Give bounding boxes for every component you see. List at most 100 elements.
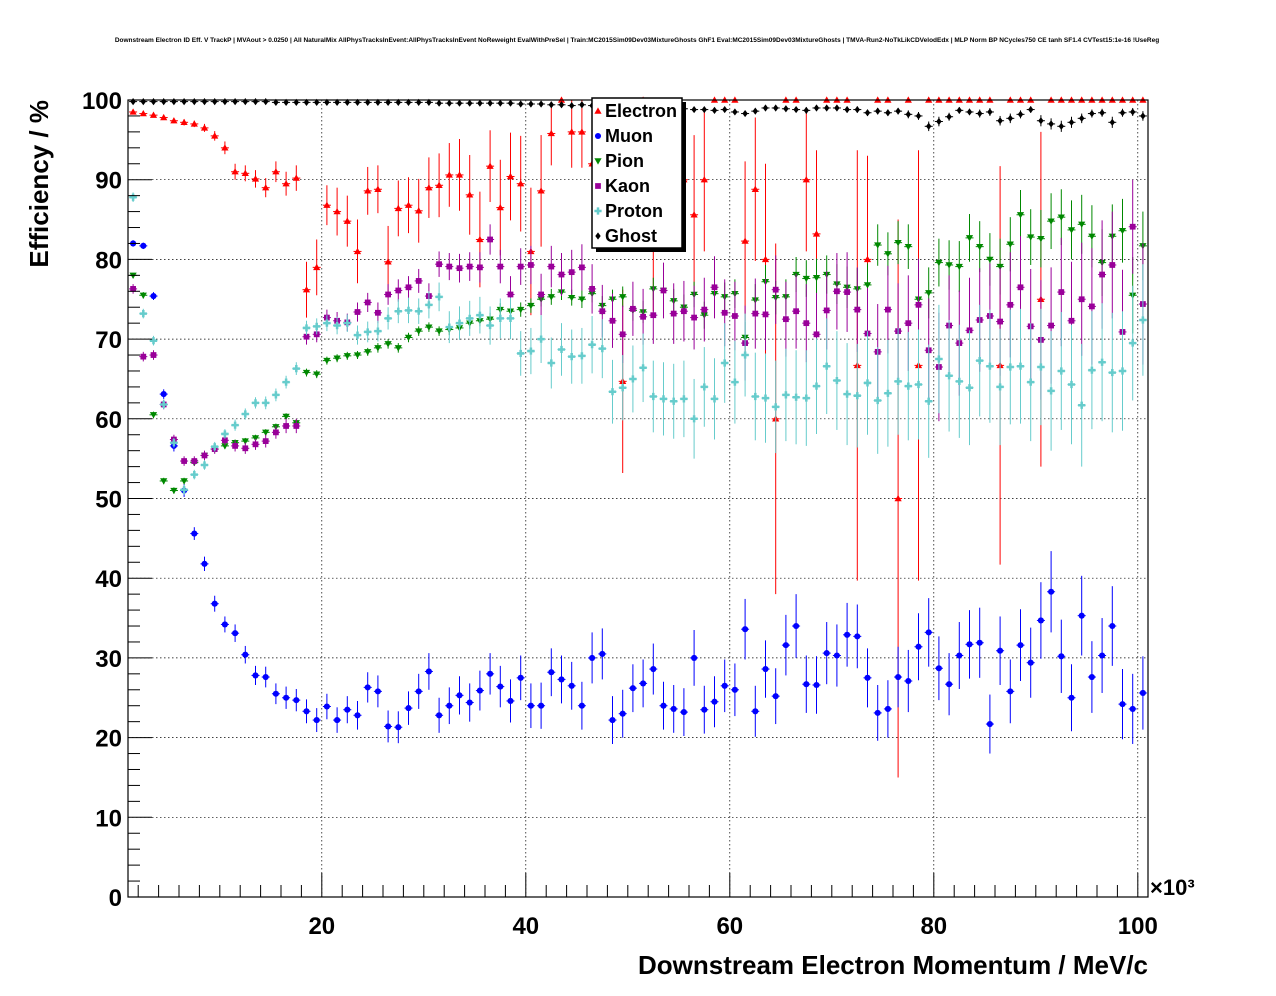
- data-point: [965, 235, 974, 242]
- data-point: [170, 487, 178, 495]
- data-point: [1007, 301, 1014, 308]
- data-point: [323, 357, 331, 365]
- data-point: [303, 708, 310, 715]
- data-point: [751, 392, 759, 401]
- data-point: [905, 677, 912, 685]
- data-point: [844, 105, 850, 114]
- data-point: [272, 168, 280, 175]
- data-point: [904, 382, 912, 390]
- data-point: [915, 112, 922, 120]
- data-point: [313, 263, 321, 271]
- data-point: [415, 307, 423, 315]
- data-point: [487, 670, 494, 677]
- data-point: [343, 353, 351, 360]
- data-point: [415, 207, 423, 214]
- data-point: [956, 652, 963, 659]
- data-point: [364, 299, 371, 306]
- data-point: [323, 319, 331, 327]
- data-point: [793, 105, 799, 114]
- data-point: [640, 313, 646, 320]
- data-point: [783, 316, 789, 323]
- data-point: [333, 321, 341, 330]
- chart-title: Downstream Electron ID Eff. V TrackP | M…: [115, 37, 1159, 44]
- data-point: [241, 410, 249, 418]
- data-point: [578, 352, 586, 360]
- data-point: [222, 97, 228, 106]
- data-point: [139, 109, 147, 117]
- data-point: [517, 263, 524, 270]
- proton-series: [129, 192, 1147, 495]
- data-point: [313, 322, 321, 330]
- data-point: [955, 377, 963, 385]
- data-point: [466, 699, 473, 706]
- legend-label-muon: Muon: [605, 126, 653, 146]
- data-point: [517, 674, 524, 681]
- data-point: [558, 101, 565, 109]
- data-point: [221, 144, 229, 151]
- data-point: [710, 395, 719, 403]
- data-point: [1058, 122, 1064, 130]
- legend-entries: Electron Muon Pion Kaon Proton Ghost: [594, 101, 677, 246]
- data-point: [792, 393, 800, 401]
- data-point: [863, 255, 872, 263]
- data-point: [680, 395, 688, 403]
- data-point: [1006, 363, 1014, 371]
- data-point: [782, 642, 789, 649]
- data-point: [445, 323, 453, 331]
- data-point: [466, 314, 474, 322]
- muon-series: [129, 240, 1147, 754]
- data-point: [262, 673, 269, 681]
- data-point: [180, 478, 188, 485]
- x-tick-label: 40: [512, 913, 539, 940]
- data-point: [222, 437, 228, 444]
- data-point: [477, 99, 483, 107]
- data-point: [404, 334, 413, 342]
- data-point: [353, 352, 362, 359]
- data-point: [619, 294, 627, 301]
- data-point: [1016, 362, 1025, 370]
- data-point: [976, 243, 984, 251]
- data-point: [690, 211, 698, 218]
- data-point: [1119, 701, 1126, 708]
- data-point: [1139, 316, 1147, 324]
- data-point: [149, 337, 158, 345]
- data-point: [721, 309, 728, 316]
- data-point: [731, 378, 739, 386]
- data-point: [773, 104, 779, 112]
- data-point: [517, 180, 525, 187]
- data-point: [506, 172, 515, 180]
- data-point: [364, 684, 371, 691]
- data-point: [292, 364, 300, 373]
- data-point: [538, 291, 544, 298]
- data-point: [456, 99, 463, 107]
- data-point: [344, 706, 351, 713]
- data-point: [854, 633, 861, 640]
- data-point: [200, 124, 209, 131]
- data-point: [905, 110, 911, 118]
- data-point: [425, 301, 433, 309]
- data-point: [568, 294, 576, 302]
- legend-label-proton: Proton: [605, 201, 663, 221]
- data-point: [589, 654, 596, 661]
- data-point: [262, 438, 269, 444]
- data-point: [599, 650, 606, 657]
- data-point: [742, 109, 748, 118]
- data-point: [640, 680, 647, 687]
- data-point: [394, 345, 402, 352]
- data-point: [762, 311, 769, 318]
- data-point: [752, 310, 759, 317]
- data-point: [965, 384, 974, 392]
- data-point: [864, 109, 871, 117]
- data-point: [803, 681, 810, 688]
- data-point: [802, 394, 810, 402]
- data-point: [1129, 705, 1136, 712]
- data-point: [1047, 387, 1055, 395]
- data-point: [936, 117, 942, 126]
- x-tick-label: 100: [1118, 913, 1158, 940]
- data-point: [161, 97, 167, 106]
- data-point: [834, 104, 840, 112]
- data-point: [579, 101, 585, 109]
- data-point: [262, 399, 270, 407]
- y-tick-label: 40: [95, 566, 122, 593]
- y-tick-label: 80: [95, 247, 122, 274]
